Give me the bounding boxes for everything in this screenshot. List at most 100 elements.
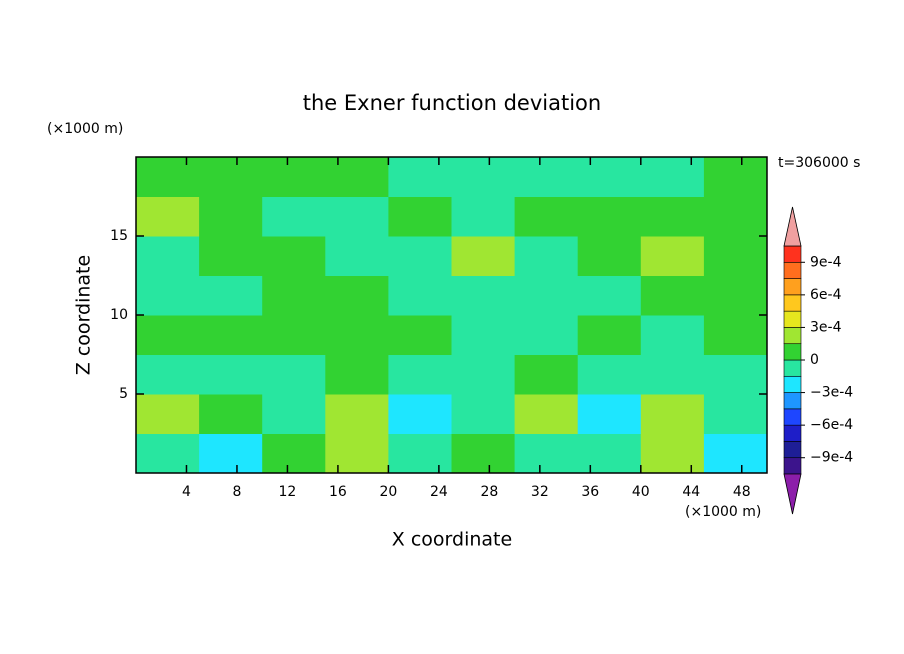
field-cell <box>451 354 516 395</box>
field-cell <box>703 236 768 276</box>
field-cell <box>640 433 705 474</box>
field-cell <box>451 433 516 474</box>
field-cell <box>262 315 326 355</box>
field-cell <box>136 196 200 237</box>
field-cell <box>703 433 768 474</box>
field-cell <box>199 354 263 395</box>
field-cell <box>703 354 768 395</box>
field-cell <box>577 157 642 197</box>
field-cell <box>451 275 516 316</box>
field-cell <box>640 315 705 355</box>
field-cell <box>703 315 768 355</box>
field-cell <box>640 354 705 395</box>
field-cell <box>640 394 705 434</box>
field-cell <box>199 315 263 355</box>
field-cell <box>199 236 263 276</box>
time-annotation: t=306000 s <box>778 155 860 171</box>
field-cell <box>136 275 200 316</box>
field-cell <box>703 394 768 434</box>
field-cell <box>325 157 389 197</box>
colorbar: 9e-4 6e-4 3e-4 0 −3e-4 −6e-4 −9e-4 <box>783 206 853 515</box>
y-tick-label: 10 <box>110 307 128 323</box>
x-unit: (×1000 m) <box>685 504 761 520</box>
field-cell <box>514 275 579 316</box>
field-cell <box>640 196 705 237</box>
field-cell <box>262 236 326 276</box>
colorbar-tick-label: 3e-4 <box>810 319 842 335</box>
field-cell <box>199 433 263 474</box>
colorbar-segment <box>783 245 802 263</box>
colorbar-segment <box>783 343 802 361</box>
colorbar-segment <box>783 441 802 459</box>
colorbar-segment <box>783 457 802 475</box>
field-cell <box>325 236 389 276</box>
field-cell <box>325 275 389 316</box>
x-tick-label: 16 <box>329 484 347 500</box>
field-cell <box>451 394 516 434</box>
colorbar-tick-label: −6e-4 <box>810 417 853 433</box>
y-tick-label: 5 <box>119 386 128 402</box>
field-cell <box>577 196 642 237</box>
field-cell <box>514 157 579 197</box>
field-cell <box>388 275 452 316</box>
field-cell <box>514 196 579 237</box>
colorbar-segment <box>783 278 802 296</box>
colorbar-segment <box>783 375 802 393</box>
field-cell <box>388 433 452 474</box>
x-tick-label: 20 <box>379 484 397 500</box>
chart-title: the Exner function deviation <box>303 91 601 115</box>
field-cell <box>199 157 263 197</box>
field-cell <box>199 394 263 434</box>
colorbar-extend-low <box>783 473 802 515</box>
field-cell <box>577 354 642 395</box>
field-cell <box>325 433 389 474</box>
field-cell <box>136 433 200 474</box>
colorbar-segment <box>783 327 802 345</box>
field-cell <box>199 275 263 316</box>
x-tick-label: 48 <box>733 484 751 500</box>
x-tick-label: 40 <box>632 484 650 500</box>
field-cell <box>262 196 326 237</box>
field-cell <box>703 157 768 197</box>
y-tick-label: 15 <box>110 228 128 244</box>
field-cell <box>388 196 452 237</box>
field-cell <box>451 315 516 355</box>
colorbar-tick-label: 9e-4 <box>810 254 842 270</box>
field-cell <box>388 236 452 276</box>
field-cell <box>262 275 326 316</box>
colorbar-segment <box>783 310 802 328</box>
colorbar-tick-label: 6e-4 <box>810 287 842 303</box>
field-cell <box>136 157 200 197</box>
x-axis-label: X coordinate <box>392 529 512 551</box>
colorbar-tick-label: 0 <box>810 352 819 368</box>
field-cell <box>325 196 389 237</box>
field-cell <box>325 315 389 355</box>
field-cell <box>577 433 642 474</box>
field-cell <box>262 394 326 434</box>
field-cell <box>577 315 642 355</box>
field-cell <box>136 236 200 276</box>
field-cell <box>514 236 579 276</box>
y-axis-label: Z coordinate <box>73 255 95 375</box>
colorbar-segment <box>783 424 802 442</box>
x-tick-label: 12 <box>279 484 297 500</box>
field-cell <box>703 275 768 316</box>
field-cell <box>262 157 326 197</box>
field-cell <box>703 196 768 237</box>
field-cell <box>262 354 326 395</box>
contour-field <box>136 157 768 474</box>
field-cell <box>514 354 579 395</box>
x-tick-label: 32 <box>531 484 549 500</box>
x-tick-label: 24 <box>430 484 448 500</box>
colorbar-extend-high <box>783 206 802 247</box>
field-cell <box>514 433 579 474</box>
field-cell <box>262 433 326 474</box>
field-cell <box>325 394 389 434</box>
field-cell <box>514 315 579 355</box>
field-cell <box>325 354 389 395</box>
field-cell <box>640 157 705 197</box>
colorbar-segment <box>783 408 802 426</box>
x-tick-label: 36 <box>581 484 599 500</box>
